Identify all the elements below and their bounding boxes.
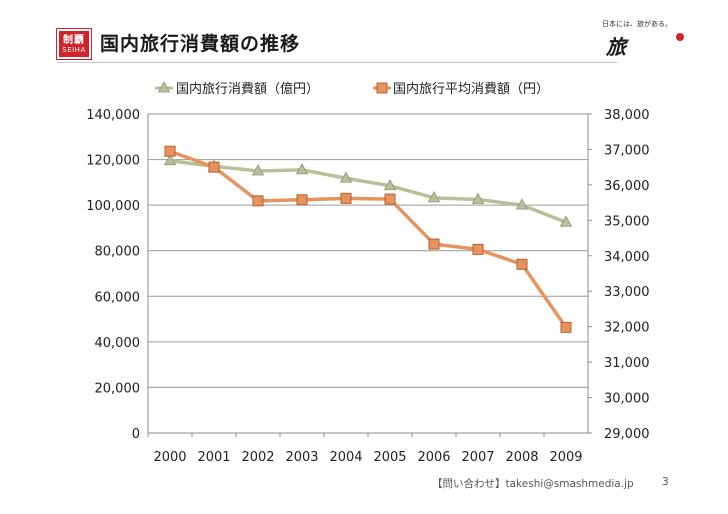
brand-logo: 日本には、旅がある。 旅 [600,19,686,65]
x-tick-label: 2005 [373,450,406,465]
x-tick-label: 2009 [549,450,582,465]
x-tick-label: 2004 [329,450,362,465]
page-number: 3 [662,476,669,488]
y-right-tick-label: 31,000 [604,356,650,371]
data-point-average [340,192,352,204]
x-tick-label: 2003 [285,450,318,465]
y-left-tick-label: 60,000 [95,290,141,305]
y-right-tick-label: 37,000 [604,143,650,158]
y-left-tick-label: 80,000 [95,245,141,260]
data-point-average [428,238,440,250]
y-right-tick-label: 35,000 [604,214,650,229]
data-point-total [383,178,397,191]
x-tick-label: 2001 [197,450,230,465]
data-point-total [251,164,265,176]
y-right-tick-label: 30,000 [604,392,650,407]
data-point-average [296,194,308,206]
data-point-average [252,195,264,207]
data-point-average [384,193,396,205]
data-point-average [164,145,176,157]
logo-roman: SEIHA [62,45,86,54]
data-point-average [472,243,484,255]
y-right-tick-label: 33,000 [604,285,650,300]
y-right-tick-label: 34,000 [604,250,650,265]
seiha-logo: 制覇 SEIHA [56,28,92,60]
x-tick-label: 2007 [461,450,494,465]
data-point-total [163,153,177,166]
title-divider [57,62,618,63]
y-left-tick-label: 140,000 [86,108,140,123]
y-right-tick-label: 36,000 [604,179,650,194]
data-point-average [560,321,572,333]
data-point-total [339,171,353,183]
page-title: 国内旅行消費額の推移 [100,33,301,55]
x-tick-label: 2006 [417,450,450,465]
brand-tagline: 日本には、旅がある。 [602,20,672,28]
data-point-total [515,198,529,210]
contact-footer: 【問い合わせ】takeshi@smashmedia.jp [432,478,634,490]
x-tick-label: 2002 [241,450,274,465]
data-point-average [208,161,220,173]
legend-marker-square [376,82,388,94]
y-right-tick-label: 38,000 [604,108,650,123]
y-right-tick-label: 29,000 [604,427,650,442]
data-point-average [516,258,528,270]
series-line-average [169,149,568,329]
x-tick-label: 2008 [505,450,538,465]
data-point-total [295,162,309,175]
series-line-total [169,158,567,224]
legend-label: 国内旅行消費額（億円） [176,81,319,97]
legend-marker-triangle [157,81,171,93]
data-point-total [427,191,441,203]
x-tick-label: 2000 [153,450,186,465]
logo-kanji: 制覇 [63,34,85,46]
y-left-tick-label: 120,000 [86,154,140,169]
data-point-total [471,192,485,204]
y-left-tick-label: 0 [132,427,140,442]
y-left-tick-label: 20,000 [95,381,141,396]
brand-dot-icon [676,33,684,41]
y-right-tick-label: 32,000 [604,321,650,336]
legend-label: 国内旅行平均消費額（円） [393,81,549,97]
brand-mark: 旅 [606,35,626,59]
y-left-tick-label: 100,000 [86,199,140,214]
data-point-total [559,215,573,227]
y-left-tick-label: 40,000 [95,336,141,351]
